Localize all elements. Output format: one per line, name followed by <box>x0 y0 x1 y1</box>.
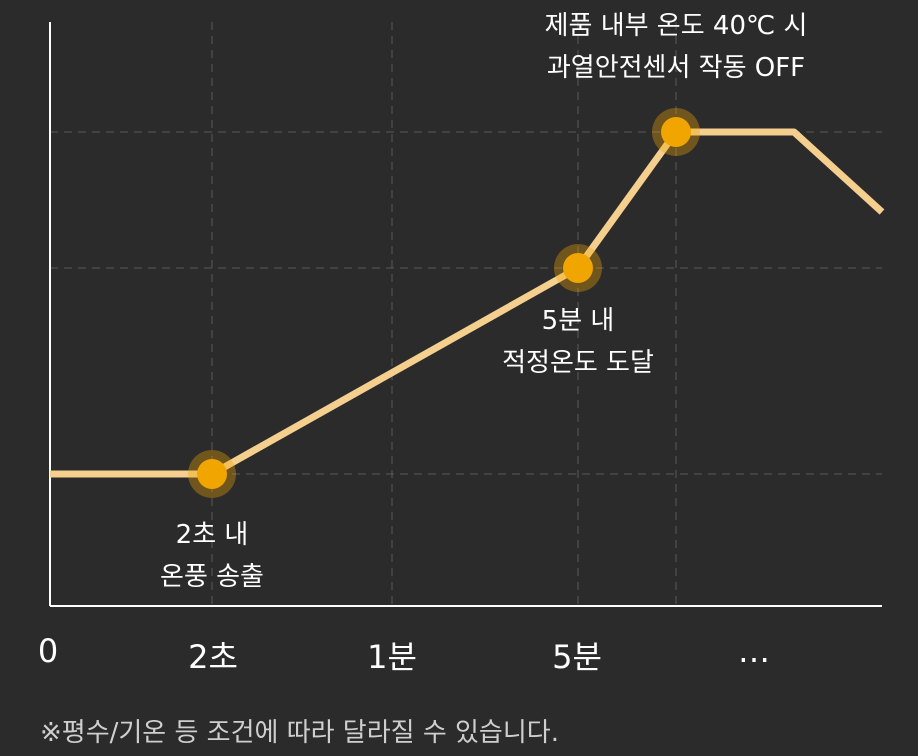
x-tick-label-1: 2초 <box>188 638 238 676</box>
x-tick-label-3: 5분 <box>552 638 602 676</box>
x-tick-label-0: 0 <box>37 632 59 670</box>
annotation-2s-line1: 2초 내 <box>175 520 249 550</box>
annotation-5min: 5분 내 적정온도 도달 <box>502 300 654 384</box>
annotation-overheat: 제품 내부 온도 40℃ 시 과열안전센서 작동 OFF <box>545 5 808 89</box>
data-point-2 <box>652 108 700 156</box>
annotation-5min-line2: 적정온도 도달 <box>502 348 654 378</box>
footnote: ※평수/기온 등 조건에 따라 달라질 수 있습니다. <box>40 718 559 748</box>
series-line <box>50 128 885 478</box>
data-point-1 <box>554 244 602 292</box>
x-tick-label-2: 1분 <box>367 638 417 676</box>
x-tick-label-4: … <box>738 632 770 670</box>
axes <box>49 22 882 607</box>
annotation-overheat-line2: 과열안전센서 작동 OFF <box>546 53 806 83</box>
annotation-2s: 2초 내 온풍 송출 <box>160 514 264 598</box>
annotation-2s-line2: 온풍 송출 <box>160 562 264 592</box>
markers <box>188 108 700 498</box>
data-point-0 <box>188 450 236 498</box>
series <box>50 128 885 478</box>
annotation-overheat-line1: 제품 내부 온도 40℃ 시 <box>544 11 808 41</box>
annotation-5min-line1: 5분 내 <box>541 306 615 336</box>
